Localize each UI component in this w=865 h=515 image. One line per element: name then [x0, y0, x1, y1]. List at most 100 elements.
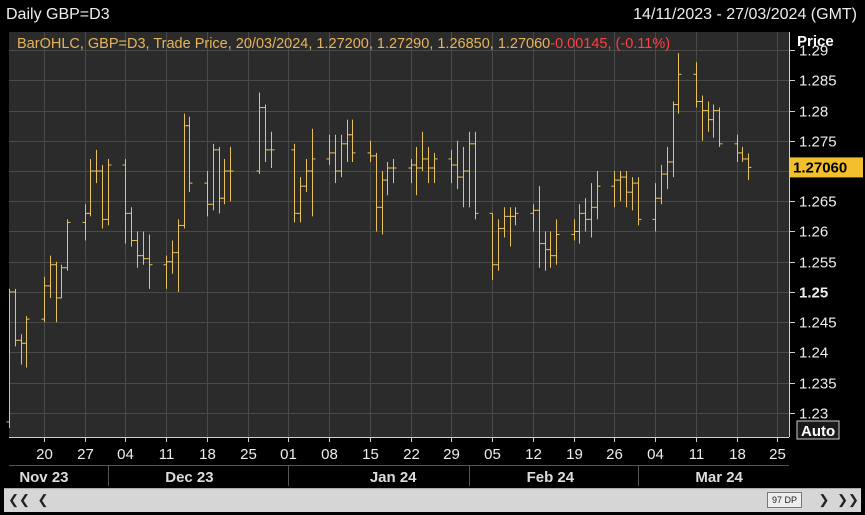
- y-tick-label: 1.255: [799, 255, 837, 272]
- last-price-label: 1.27060: [793, 159, 847, 176]
- double-chevron-right-icon[interactable]: ❯❯: [837, 492, 859, 507]
- ohlc-bar: [221, 158, 228, 205]
- double-chevron-left-icon[interactable]: ❮❮: [8, 492, 30, 507]
- ohlc-bar: [582, 198, 589, 232]
- header: Daily GBP=D3 14/11/2023 - 27/03/2024 (GM…: [0, 4, 865, 28]
- chevron-right-icon[interactable]: ❯: [818, 492, 830, 507]
- ohlc-bar: [489, 212, 496, 280]
- legend-line: BarOHLC, GBP=D3, Trade Price, 20/03/2024…: [17, 36, 670, 52]
- ohlc-bar: [472, 131, 479, 220]
- ohlc-bar: [303, 158, 310, 193]
- ohlc-bar: [530, 204, 537, 232]
- ohlc-bar: [658, 164, 665, 205]
- x-tick-label: 04: [647, 446, 664, 463]
- ohlc-bar: [431, 152, 438, 184]
- x-tick-label: 19: [566, 446, 583, 463]
- x-month-label: Dec 23: [165, 469, 213, 486]
- ohlc-bar: [297, 177, 304, 223]
- date-range: 14/11/2023 - 27/03/2024 (GMT): [633, 6, 857, 23]
- scroll-bar[interactable]: ❮❮ ❮ 97 DP ❯ ❯❯: [4, 488, 861, 512]
- x-tick-label: 12: [525, 446, 542, 463]
- y-tick-label: 1.245: [799, 315, 837, 332]
- ohlc-bar: [23, 316, 30, 368]
- x-tick-label: 01: [280, 446, 297, 463]
- ohlc-bar: [716, 107, 723, 147]
- ohlc-bar: [675, 53, 682, 114]
- x-axis: 20 27 04 11 18 25 01 08 15 22 29 05 12 19 26 04 11 18 25 No…: [9, 437, 789, 486]
- ohlc-bar: [6, 288, 13, 428]
- x-tick-label: 27: [77, 446, 94, 463]
- x-tick-label: 25: [240, 446, 257, 463]
- x-tick-label: 25: [769, 446, 786, 463]
- x-tick-label: 22: [403, 446, 420, 463]
- ohlc-bar: [64, 219, 71, 271]
- auto-scale-button[interactable]: Auto: [796, 420, 840, 440]
- ohlc-bar: [739, 146, 746, 162]
- ohlc-bar: [367, 140, 374, 162]
- ohlc-bar: [448, 149, 455, 184]
- ohlc-bar: [629, 177, 636, 211]
- ohlc-bar: [384, 161, 391, 196]
- ohlc-bar: [594, 171, 601, 220]
- ohlc-bar: [617, 171, 624, 202]
- ohlc-bar: [268, 131, 275, 169]
- ohlc-bar: [175, 219, 182, 292]
- ohlc-bar: [425, 146, 432, 184]
- y-tick-label: 1.235: [799, 376, 837, 393]
- ohlc-bar: [547, 231, 554, 268]
- ohlc-bar: [93, 149, 100, 184]
- chevron-left-icon[interactable]: ❮: [37, 492, 49, 507]
- ohlc-bar: [635, 177, 642, 226]
- x-tick-label: 15: [362, 446, 379, 463]
- ohlc-bar: [87, 158, 94, 217]
- x-tick-label: 08: [321, 446, 338, 463]
- x-month-label: Mar 24: [695, 469, 743, 486]
- ohlc-bar: [105, 158, 112, 226]
- ohlc-bar: [373, 152, 380, 232]
- x-tick-label: 18: [199, 446, 216, 463]
- ohlc-bar: [12, 288, 19, 347]
- ohlc-bar: [460, 146, 467, 208]
- ohlc-bar: [699, 95, 706, 141]
- y-tick-label: 1.285: [799, 73, 837, 90]
- y-tick-label: 1.265: [799, 194, 837, 211]
- ohlc-bar: [419, 131, 426, 172]
- y-tick-label: 1.25: [799, 285, 828, 302]
- y-tick-label: 1.23: [799, 406, 828, 423]
- ohlc-bar: [256, 92, 263, 175]
- ohlc-bar: [204, 171, 211, 217]
- legend-change: -0.00145, (-0.11%): [550, 36, 670, 52]
- y-tick-label: 1.29: [799, 43, 828, 60]
- ohlc-bar: [134, 231, 141, 268]
- x-month-label: Jan 24: [370, 469, 417, 486]
- ohlc-bar: [710, 104, 717, 138]
- x-month-label: Feb 24: [527, 469, 575, 486]
- y-axis: 1.291.2851.281.2751.271.2651.261.2551.25…: [789, 32, 837, 437]
- ohlc-bar: [128, 207, 135, 247]
- ohlc-bars: [6, 53, 752, 428]
- x-tick-label: 04: [117, 446, 134, 463]
- y-tick-label: 1.275: [799, 134, 837, 151]
- ohlc-bar: [140, 231, 147, 265]
- ohlc-bar: [588, 183, 595, 238]
- ohlc-bar: [623, 171, 630, 208]
- ohlc-bar: [186, 116, 193, 193]
- x-tick-label: 29: [443, 446, 460, 463]
- x-month-label: Nov 23: [19, 469, 68, 486]
- ohlc-bar: [512, 207, 519, 226]
- ohlc-bar: [122, 158, 129, 244]
- ohlc-bar: [413, 146, 420, 196]
- ohlc-bar: [309, 128, 316, 217]
- x-tick-label: 26: [606, 446, 623, 463]
- ohlc-bar: [454, 140, 461, 190]
- ohlc-bar: [338, 134, 345, 178]
- chart-title: Daily GBP=D3: [6, 6, 110, 23]
- ohlc-bar: [169, 240, 176, 274]
- ohlc-bar: [536, 186, 543, 268]
- ohlc-bar: [163, 255, 170, 289]
- ohlc-bar: [58, 264, 65, 299]
- ohlc-bar: [227, 146, 234, 202]
- plot-area[interactable]: [9, 32, 789, 437]
